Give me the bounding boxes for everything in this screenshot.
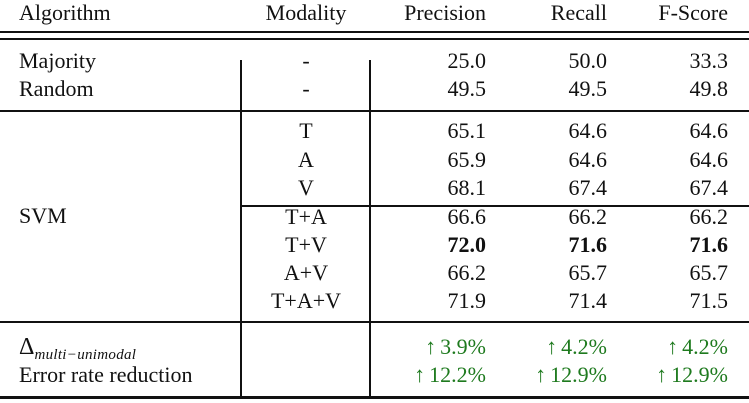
row-v-modality: V: [298, 175, 314, 200]
error-fscore: ↑ 12.9%: [656, 362, 728, 387]
row-majority-modality: -: [302, 48, 310, 73]
row-random-fscore: 49.8: [689, 76, 729, 101]
row-v-recall: 67.4: [568, 175, 608, 200]
header-bottom-rule: [0, 38, 749, 40]
unimodal-multimodal-rule: [240, 205, 749, 207]
row-t-fscore: 64.6: [689, 118, 729, 143]
row-av-modality: A+V: [283, 260, 329, 285]
row-ta-modality: T+A: [285, 204, 327, 229]
row-v-fscore: 67.4: [689, 175, 729, 200]
row-t-precision: 65.1: [447, 118, 487, 143]
row-v-precision: 68.1: [447, 175, 487, 200]
header-precision: Precision: [404, 0, 486, 25]
table-bottom-rule: [0, 396, 749, 399]
row-av-recall: 65.7: [568, 260, 608, 285]
row-majority-precision: 25.0: [447, 48, 487, 73]
header-recall: Recall: [550, 0, 607, 25]
error-precision: ↑ 12.2%: [414, 362, 486, 387]
row-majority-recall: 50.0: [568, 48, 608, 73]
header-modality: Modality: [265, 0, 347, 25]
row-tav-modality: T+A+V: [270, 288, 342, 313]
delta-fscore: ↑ 4.2%: [667, 334, 728, 359]
row-majority-fscore: 33.3: [689, 48, 729, 73]
row-a-precision: 65.9: [447, 147, 487, 172]
row-av-precision: 66.2: [447, 260, 487, 285]
delta-subscript: multi−unimodal: [34, 347, 137, 363]
row-ta-fscore: 66.2: [689, 204, 729, 229]
row-random-recall: 49.5: [568, 76, 608, 101]
row-a-fscore: 64.6: [689, 147, 729, 172]
up-arrow-icon: ↑: [546, 334, 558, 359]
row-tv-fscore: 71.6: [689, 232, 729, 257]
row-t-recall: 64.6: [568, 118, 608, 143]
row-random-algorithm: Random: [19, 76, 94, 101]
header-top-rule: [0, 31, 749, 33]
up-arrow-icon: ↑: [656, 362, 668, 387]
header-fscore: F-Score: [658, 0, 728, 25]
row-ta-recall: 66.2: [568, 204, 608, 229]
up-arrow-icon: ↑: [414, 362, 426, 387]
row-tav-recall: 71.4: [568, 288, 608, 313]
row-tv-recall: 71.6: [568, 232, 608, 257]
header-algorithm: Algorithm: [19, 0, 111, 25]
up-arrow-icon: ↑: [425, 334, 437, 359]
error-recall: ↑ 12.9%: [535, 362, 607, 387]
up-arrow-icon: ↑: [535, 362, 547, 387]
modality-left-rule: [240, 60, 242, 399]
error-rate-label: Error rate reduction: [19, 362, 193, 387]
row-random-precision: 49.5: [447, 76, 487, 101]
up-arrow-icon: ↑: [667, 334, 679, 359]
svm-bottom-rule: [0, 321, 749, 323]
baseline-bottom-rule: [0, 110, 749, 112]
row-majority-algorithm: Majority: [19, 48, 96, 73]
delta-recall: ↑ 4.2%: [546, 334, 607, 359]
svm-algorithm-label: SVM: [19, 203, 67, 228]
delta-precision: ↑ 3.9%: [425, 334, 486, 359]
row-av-fscore: 65.7: [689, 260, 729, 285]
row-tav-precision: 71.9: [447, 288, 487, 313]
row-tav-fscore: 71.5: [689, 288, 729, 313]
row-tv-modality: T+V: [285, 232, 327, 257]
row-a-modality: A: [298, 147, 314, 172]
row-random-modality: -: [302, 76, 310, 101]
row-ta-precision: 66.6: [447, 204, 487, 229]
delta-label: Δmulti−unimodal: [19, 334, 136, 368]
row-t-modality: T: [299, 118, 313, 143]
row-tv-precision: 72.0: [447, 232, 487, 257]
modality-right-rule: [369, 60, 371, 399]
row-a-recall: 64.6: [568, 147, 608, 172]
delta-symbol: Δ: [19, 334, 35, 360]
